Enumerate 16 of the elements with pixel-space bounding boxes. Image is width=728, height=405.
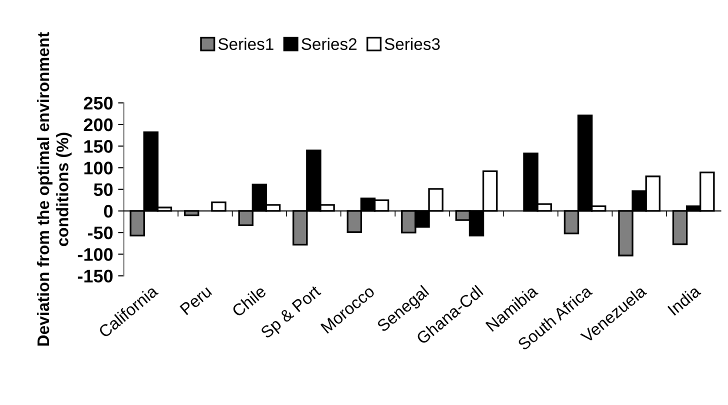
y-tick-label: 200 [84,118,113,132]
y-tick-label: 50 [94,183,113,196]
y-tick-label: 150 [84,140,113,153]
x-tick-label: Peru [180,285,212,316]
y-tick-label: 0 [104,204,113,218]
legend-label: Series3 [384,38,440,50]
y-tick-label: -100 [78,248,113,261]
y-tick-label: -150 [78,270,113,283]
x-tick-label: India [667,284,702,316]
legend-label: Series2 [302,38,357,50]
legend-label: Series1 [218,38,274,50]
x-tick-label: Chile [230,284,267,318]
y-tick-label: 100 [84,162,113,174]
y-tick-label: 250 [84,96,113,110]
y-tick-label: -50 [88,226,113,240]
y-axis-title: Deviation from the optimal environment conditions (%) [36,32,72,346]
